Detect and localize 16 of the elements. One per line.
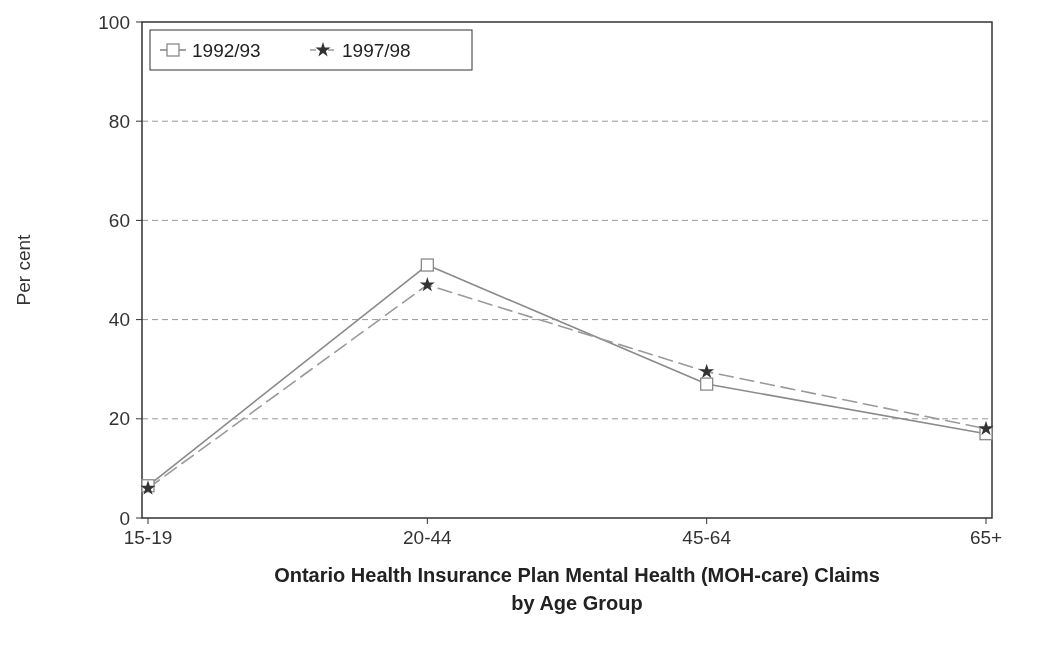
x-axis-title: Ontario Health Insurance Plan Mental Health (MOH-care) Claims by Age Group [274, 564, 880, 614]
y-tick-label: 20 [108, 408, 130, 430]
x-tick-label: 45-64 [682, 527, 732, 548]
legend-label: 1992/93 [192, 39, 261, 61]
x-tick-label: 65+ [969, 527, 1003, 548]
legend-label: 1997/98 [342, 39, 411, 61]
y-axis-title: Per cent [13, 233, 34, 306]
point [700, 377, 714, 391]
y-tick-label: 100 [98, 11, 130, 33]
x-tick-label: 15-19 [123, 527, 173, 548]
y-tick-label: 40 [108, 309, 130, 331]
x-tick-label: 20-44 [403, 527, 453, 548]
y-tick-label: 60 [108, 210, 130, 232]
y-tick-label: 0 [119, 507, 130, 529]
y-tick-label: 80 [108, 110, 130, 132]
point [420, 258, 434, 272]
